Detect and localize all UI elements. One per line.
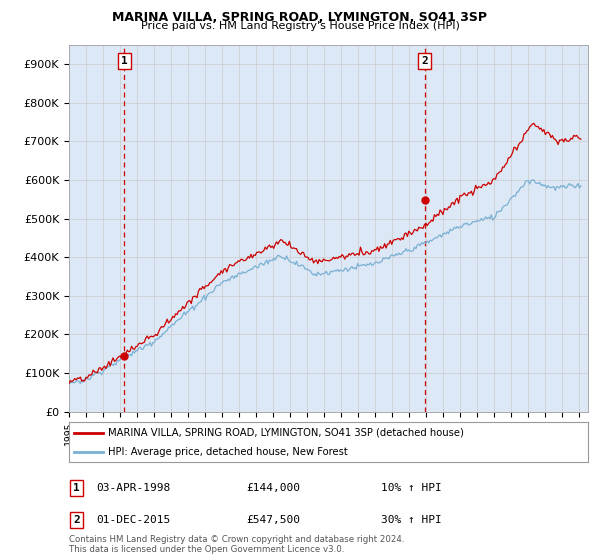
Text: 03-APR-1998: 03-APR-1998: [96, 483, 170, 493]
Text: 2: 2: [73, 515, 80, 525]
Text: £144,000: £144,000: [246, 483, 300, 493]
Text: £547,500: £547,500: [246, 515, 300, 525]
Text: This data is licensed under the Open Government Licence v3.0.: This data is licensed under the Open Gov…: [69, 545, 344, 554]
Text: 2: 2: [422, 57, 428, 66]
Text: Contains HM Land Registry data © Crown copyright and database right 2024.: Contains HM Land Registry data © Crown c…: [69, 535, 404, 544]
Text: 1: 1: [121, 57, 128, 66]
Text: HPI: Average price, detached house, New Forest: HPI: Average price, detached house, New …: [108, 447, 347, 457]
Text: MARINA VILLA, SPRING ROAD, LYMINGTON, SO41 3SP: MARINA VILLA, SPRING ROAD, LYMINGTON, SO…: [113, 11, 487, 24]
Text: 10% ↑ HPI: 10% ↑ HPI: [381, 483, 442, 493]
Text: MARINA VILLA, SPRING ROAD, LYMINGTON, SO41 3SP (detached house): MARINA VILLA, SPRING ROAD, LYMINGTON, SO…: [108, 428, 464, 438]
Text: 30% ↑ HPI: 30% ↑ HPI: [381, 515, 442, 525]
Text: 1: 1: [73, 483, 80, 493]
Text: 01-DEC-2015: 01-DEC-2015: [96, 515, 170, 525]
Text: Price paid vs. HM Land Registry's House Price Index (HPI): Price paid vs. HM Land Registry's House …: [140, 21, 460, 31]
